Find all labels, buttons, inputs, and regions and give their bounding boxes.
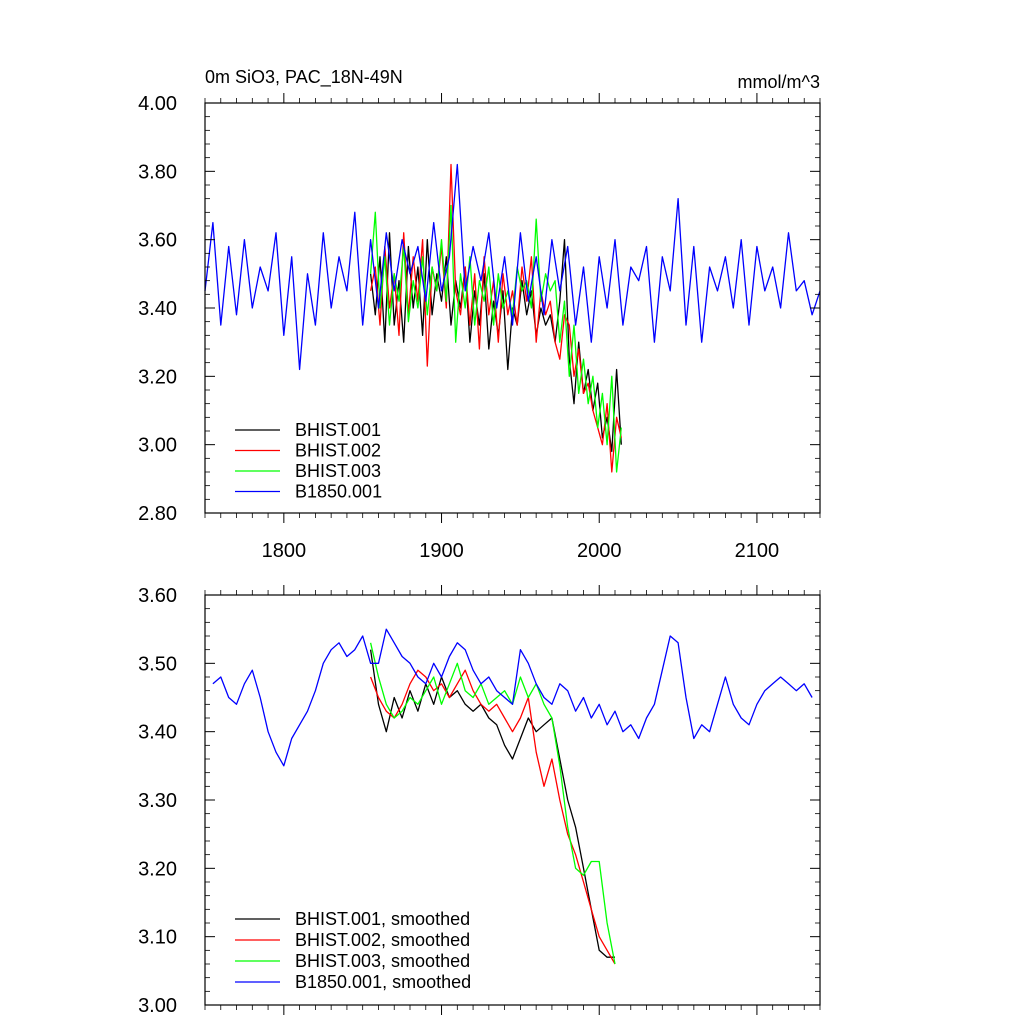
bottom-legend-label: BHIST.003, smoothed [295, 951, 470, 971]
bottom-ytick-label: 3.20 [138, 858, 177, 880]
top-ytick-label: 3.40 [138, 298, 177, 320]
panel-top: 0m SiO3, PAC_18N-49N mmol/m^3 2.80 3.00 3.… [138, 67, 821, 562]
top-series-line-2 [369, 204, 622, 473]
top-ytick-label: 3.20 [138, 366, 177, 388]
bottom-series-group [212, 628, 813, 965]
bottom-series-line-0 [369, 649, 615, 958]
top-ytick-label: 4.00 [138, 93, 177, 115]
top-title: 0m SiO3, PAC_18N-49N [205, 67, 403, 88]
top-legend-label: B1850.001 [295, 482, 382, 502]
top-units: mmol/m^3 [738, 72, 820, 92]
top-legend-label: BHIST.002 [295, 441, 381, 461]
top-ytick-label: 3.80 [138, 161, 177, 183]
top-series-line-3 [204, 163, 821, 371]
top-xtick-label: 2000 [577, 540, 622, 562]
top-ytick-label: 3.00 [138, 435, 177, 457]
bottom-ytick-label: 3.60 [138, 585, 177, 607]
bottom-series-line-2 [369, 642, 616, 965]
top-ytick-label: 2.80 [138, 503, 177, 525]
bottom-ytick-label: 3.50 [138, 653, 177, 675]
top-series-group [204, 163, 821, 473]
bottom-ytick-label: 3.40 [138, 722, 177, 744]
bottom-legend-label: BHIST.002, smoothed [295, 930, 470, 950]
top-xtick-label: 2100 [735, 540, 780, 562]
bottom-axes: 3.00 3.10 3.20 3.30 3.40 3.50 3.60 [138, 585, 821, 1017]
bottom-series-line-3 [212, 628, 813, 767]
bottom-ytick-label: 3.00 [138, 995, 177, 1017]
top-legend-label: BHIST.001 [295, 420, 381, 440]
top-xtick-label: 1800 [262, 540, 307, 562]
top-ytick-label: 3.60 [138, 230, 177, 252]
bottom-legend-label: B1850.001, smoothed [295, 972, 471, 992]
top-legend-label: BHIST.003 [295, 461, 381, 481]
top-xtick-label: 1900 [419, 540, 464, 562]
bottom-ytick-label: 3.10 [138, 927, 177, 949]
bottom-ytick-label: 3.30 [138, 790, 177, 812]
top-axes: 2.80 3.00 3.20 3.40 3.60 3.80 4.00 1800 1900 2000… [138, 93, 821, 562]
bottom-series-line-1 [369, 669, 616, 965]
bottom-legend-label: BHIST.001, smoothed [295, 909, 470, 929]
panel-bottom: 3.00 3.10 3.20 3.30 3.40 3.50 3.60 BHIST.001, … [138, 585, 821, 1017]
